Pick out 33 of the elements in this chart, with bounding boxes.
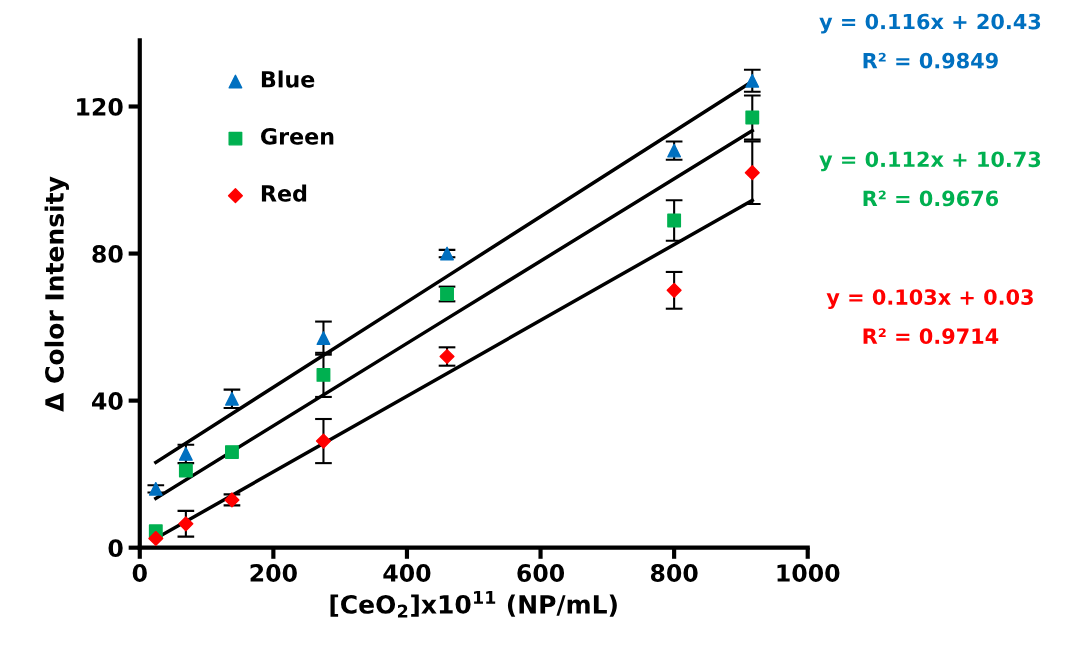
point bbox=[667, 213, 682, 228]
point bbox=[178, 516, 194, 532]
point bbox=[178, 463, 193, 478]
point bbox=[745, 110, 760, 125]
legend-label: Red bbox=[261, 184, 307, 202]
legend-label: Green bbox=[260, 127, 334, 145]
point bbox=[225, 445, 239, 460]
point bbox=[315, 433, 332, 449]
text: R² = 0.9849 bbox=[863, 52, 998, 69]
x-tick-label: 800 bbox=[650, 564, 698, 582]
x-tick-label: 1000 bbox=[777, 564, 840, 582]
y-tick-label: 120 bbox=[77, 97, 123, 116]
point bbox=[745, 73, 760, 88]
text: y = 0.112x + 10.73 bbox=[819, 151, 1041, 172]
point bbox=[744, 165, 760, 181]
y-axis-title: Δ Color Intensity bbox=[44, 176, 69, 412]
point bbox=[316, 367, 331, 382]
text: y = 0.103x + 0.03 bbox=[826, 289, 1033, 310]
y-tick-label: 40 bbox=[92, 392, 123, 410]
y-tick-label: 0 bbox=[108, 539, 123, 557]
point bbox=[666, 282, 682, 298]
x-tick-label: 200 bbox=[250, 564, 297, 582]
text: y = 0.116x + 20.43 bbox=[819, 13, 1041, 34]
x-tick-label: 400 bbox=[383, 564, 431, 582]
point bbox=[148, 530, 164, 547]
text: R² = 0.9714 bbox=[863, 328, 999, 345]
x-axis-title: [CeO$_{2}$]x10$^{11}$ (NP/mL) bbox=[330, 591, 617, 618]
x-tick-label: 0 bbox=[132, 564, 147, 582]
legend-label: Blue bbox=[261, 70, 315, 88]
point bbox=[316, 331, 331, 346]
y-tick-label: 80 bbox=[92, 245, 123, 263]
x-tick-label: 600 bbox=[517, 564, 565, 582]
text: R² = 0.9676 bbox=[863, 190, 999, 207]
